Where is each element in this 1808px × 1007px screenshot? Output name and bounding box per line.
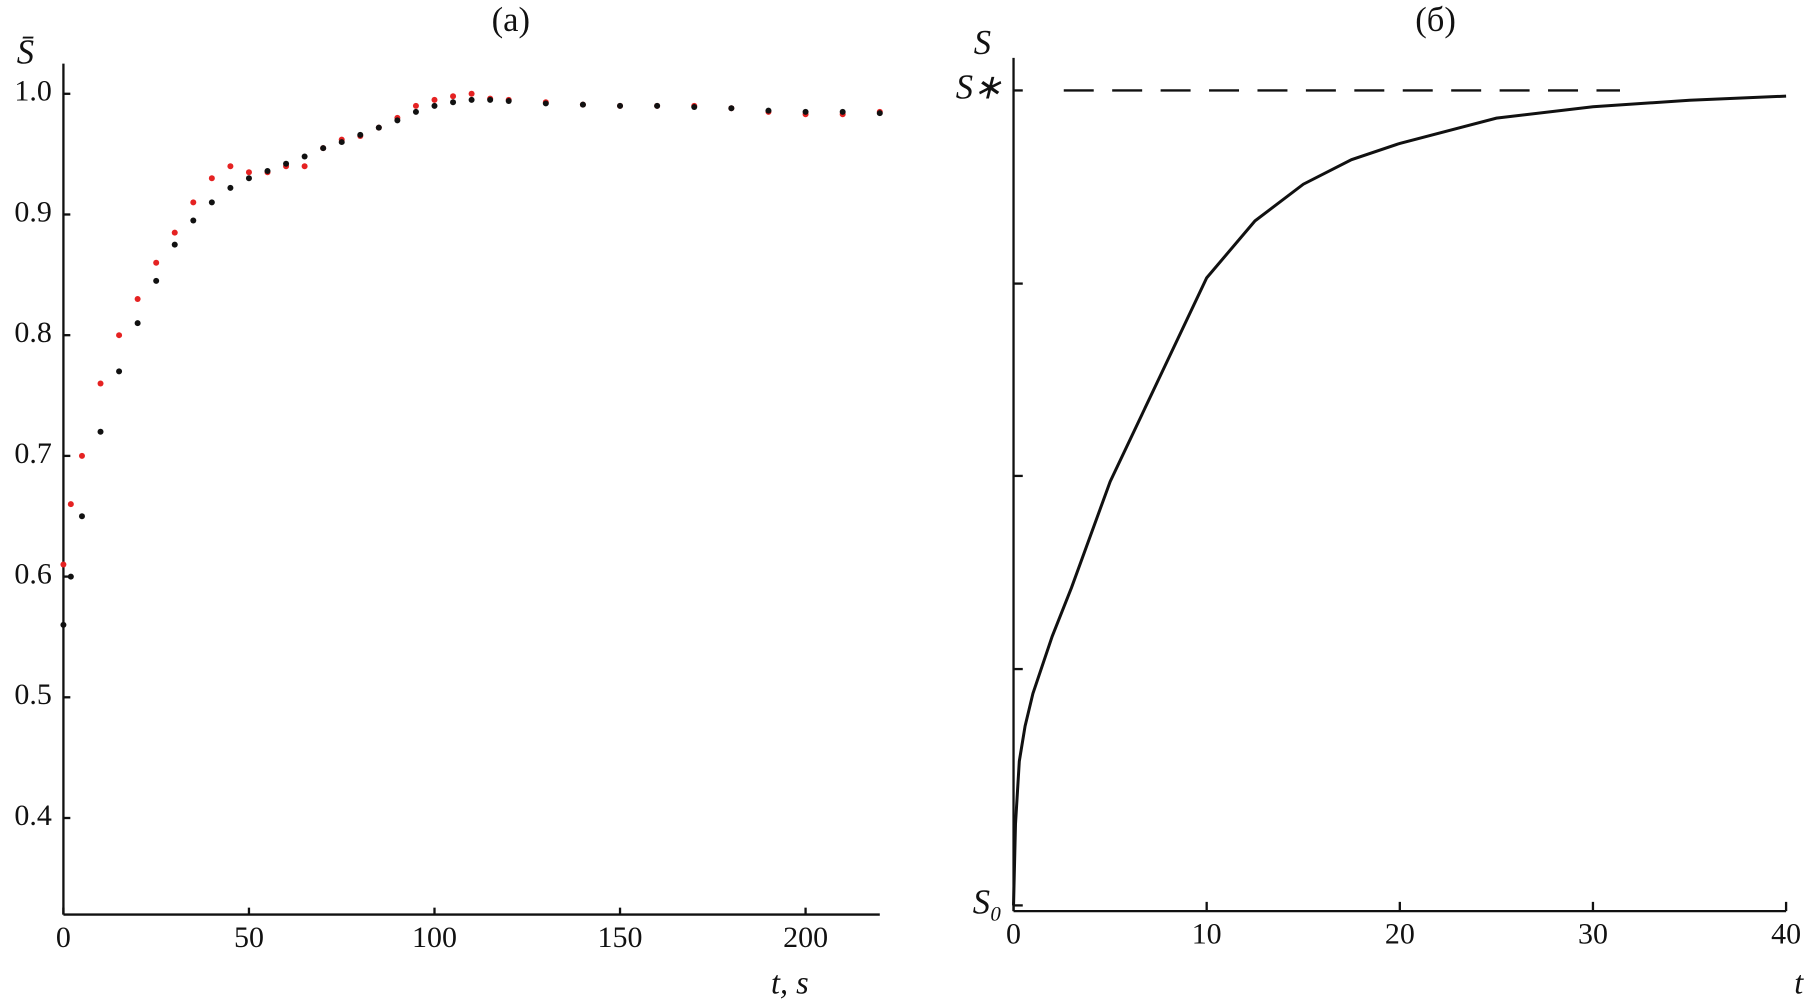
y-tick-label: 0.6	[14, 557, 51, 590]
data-point	[375, 124, 382, 131]
data-point	[839, 108, 846, 115]
x-tick-label: 200	[783, 921, 828, 954]
y-tick-label: 0.8	[14, 316, 51, 349]
data-point	[654, 102, 661, 109]
curve	[1012, 94, 1787, 906]
y-tick-label: 0.9	[14, 195, 51, 228]
data-point	[468, 96, 475, 103]
data-point	[245, 175, 252, 182]
data-point	[97, 428, 104, 435]
data-point	[60, 621, 67, 628]
x-tick-label: 0	[1006, 917, 1021, 950]
y-axis-label: S̄	[17, 33, 34, 71]
panel-title: (б)	[1415, 1, 1456, 39]
data-point	[134, 320, 141, 327]
x-axis-label: t	[1794, 964, 1804, 1000]
data-point	[227, 184, 234, 191]
data-point	[116, 368, 123, 375]
data-point	[728, 105, 735, 112]
data-point	[450, 99, 457, 106]
data-point	[765, 107, 772, 114]
data-point	[394, 117, 401, 124]
data-point	[431, 102, 438, 109]
x-tick-label: 100	[412, 921, 457, 954]
data-point	[227, 163, 234, 170]
data-point	[542, 100, 549, 107]
data-point	[78, 513, 85, 520]
data-point	[60, 561, 67, 568]
data-point	[283, 160, 290, 167]
data-point	[876, 110, 883, 117]
data-point	[67, 573, 74, 580]
data-point	[153, 259, 160, 266]
x-axis-label: t, s	[771, 964, 809, 1000]
data-point	[617, 102, 624, 109]
y-tick-label: 1.0	[14, 75, 51, 108]
data-point	[134, 295, 141, 302]
x-tick-label: 20	[1385, 917, 1415, 950]
data-point	[171, 229, 178, 236]
data-point	[190, 217, 197, 224]
data-point	[190, 199, 197, 206]
data-point	[153, 277, 160, 284]
data-point	[505, 98, 512, 105]
data-point	[208, 175, 215, 182]
data-point	[691, 104, 698, 111]
x-tick-label: 0	[56, 921, 71, 954]
data-point	[245, 169, 252, 176]
data-point	[78, 452, 85, 459]
data-point	[116, 332, 123, 339]
data-point	[67, 501, 74, 508]
y-tick-label: 0.5	[14, 678, 51, 711]
data-point	[301, 153, 308, 160]
x-tick-label: 10	[1192, 917, 1222, 950]
data-point	[450, 93, 457, 100]
data-point	[338, 139, 345, 146]
data-point	[487, 96, 494, 103]
x-tick-label: 150	[598, 921, 643, 954]
y-axis-label: S	[974, 24, 991, 62]
data-point	[431, 96, 438, 103]
x-tick-label: 50	[234, 921, 264, 954]
data-point	[97, 380, 104, 387]
data-point	[579, 101, 586, 108]
data-point	[357, 131, 364, 138]
y-tick-label: 0.4	[14, 799, 51, 832]
data-point	[802, 108, 809, 115]
panel-title: (a)	[492, 1, 530, 39]
y-tick-label: S∗	[956, 68, 1002, 106]
x-tick-label: 30	[1578, 917, 1608, 950]
data-point	[208, 199, 215, 206]
x-tick-label: 40	[1771, 917, 1801, 950]
y-tick-label: 0.7	[14, 437, 51, 470]
data-point	[301, 163, 308, 170]
data-point	[412, 102, 419, 109]
y-tick-label: S₀	[973, 883, 1002, 921]
data-point	[171, 241, 178, 248]
data-point	[468, 90, 475, 97]
data-point	[412, 108, 419, 115]
data-point	[320, 145, 327, 152]
data-point	[264, 168, 271, 175]
